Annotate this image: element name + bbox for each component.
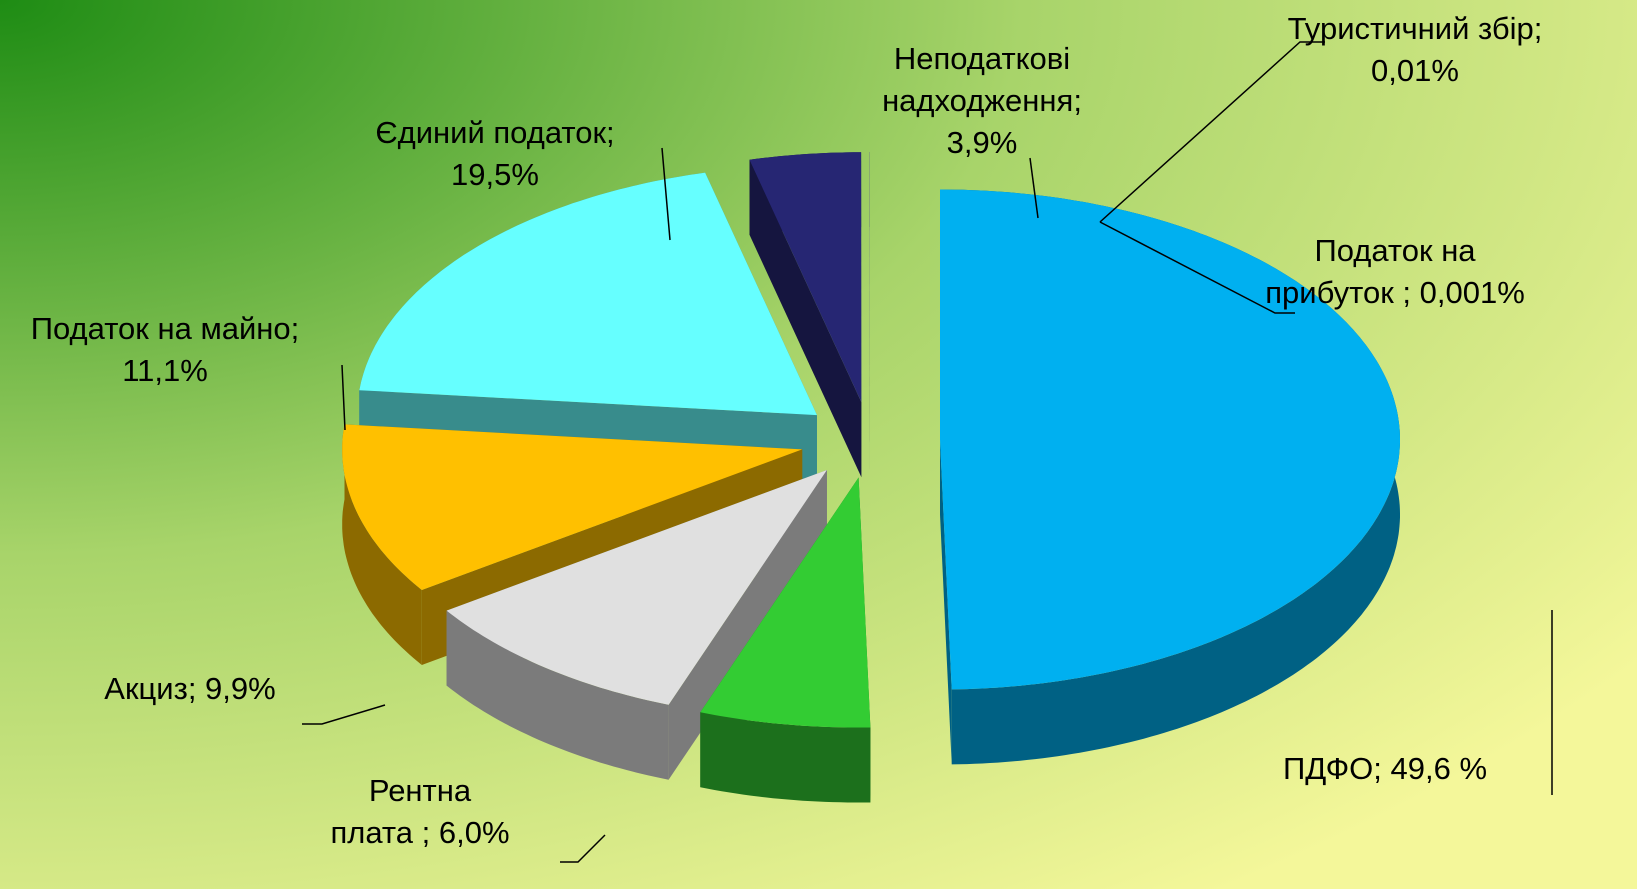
data-label: Податок на майно; 11,1% (30, 311, 300, 388)
slice (700, 477, 871, 803)
slice-top (700, 477, 871, 728)
slice-side (342, 424, 422, 665)
leader-line (661, 147, 671, 241)
slice-top (749, 152, 862, 403)
leader-line (1029, 157, 1039, 219)
data-label: Податок на прибуток ; 0,001% (1265, 233, 1525, 310)
data-label: Неподаткові надходження; 3,9% (882, 41, 1082, 160)
slice (446, 470, 827, 780)
leader-line (560, 834, 606, 863)
leader-line (1099, 221, 1295, 314)
pie (342, 152, 1400, 803)
slice-top (940, 189, 1400, 690)
slice-top (359, 172, 817, 416)
slice (749, 152, 862, 478)
leader-line (341, 364, 346, 431)
slice (940, 189, 1400, 765)
slice-side (700, 712, 871, 803)
data-label: ПДФО; 49,6 % (1282, 751, 1488, 786)
data-label: Акциз; 9,9% (104, 671, 276, 706)
slice-side (940, 439, 952, 765)
leader-line (302, 704, 386, 725)
leader-line (1099, 41, 1325, 223)
data-label: Єдиний податок; 19,5% (375, 115, 615, 192)
slice-side (446, 610, 669, 780)
slice-top (446, 470, 827, 705)
slice-top (342, 424, 803, 590)
data-label: Туристичний збір; 0,01% (1287, 11, 1543, 88)
slice-side (749, 159, 862, 478)
leader-lines (302, 41, 1553, 863)
data-label: Рентна плата ; 6,0% (330, 773, 510, 850)
